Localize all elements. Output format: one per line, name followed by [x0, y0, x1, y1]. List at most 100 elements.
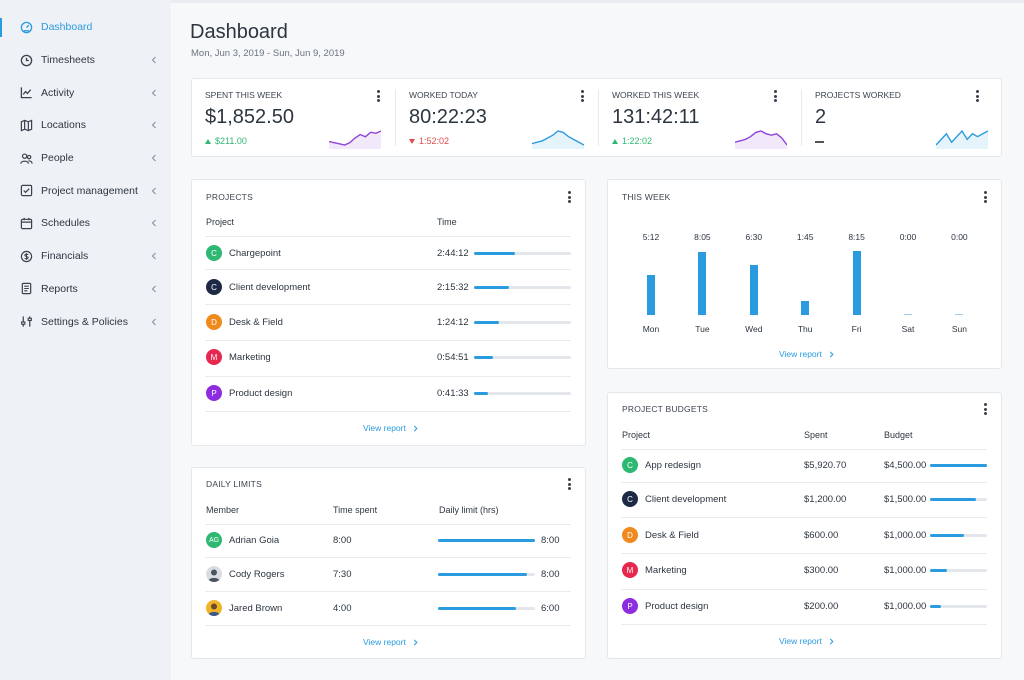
budget-value: $1,500.00: [884, 494, 927, 505]
dollar-icon: [20, 250, 33, 263]
divider: [801, 89, 802, 146]
view-report-link[interactable]: View report: [363, 423, 419, 433]
more-menu-icon[interactable]: [564, 477, 574, 491]
divider: [621, 449, 987, 450]
progress-fill: [438, 539, 535, 542]
table-row[interactable]: M Marketing: [622, 562, 687, 578]
view-report-link[interactable]: View report: [779, 636, 835, 646]
view-report-link[interactable]: View report: [779, 349, 835, 359]
more-menu-icon[interactable]: [577, 89, 587, 103]
date-range: Mon, Jun 3, 2019 - Sun, Jun 9, 2019: [191, 48, 345, 59]
table-row[interactable]: P Product design: [206, 385, 292, 401]
sidebar-item-reports[interactable]: Reports: [0, 273, 171, 306]
chevron-left-icon: [150, 252, 158, 260]
table-row[interactable]: P Product design: [622, 598, 708, 614]
sidebar-item-schedules[interactable]: Schedules: [0, 207, 171, 240]
spent-value: $1,200.00: [804, 494, 847, 505]
sidebar-item-timesheets[interactable]: Timesheets: [0, 44, 171, 77]
progress-bar: [930, 498, 987, 501]
project-name: Marketing: [645, 564, 687, 576]
divider: [205, 557, 571, 558]
card-title: THIS WEEK: [622, 192, 671, 202]
bar-category-label: Fri: [851, 324, 862, 334]
more-menu-icon[interactable]: [564, 190, 574, 204]
stat-delta-value: 1:22:02: [622, 136, 653, 146]
sidebar-item-activity[interactable]: Activity: [0, 76, 171, 109]
sidebar-item-label: Project management: [41, 184, 138, 197]
more-menu-icon[interactable]: [373, 89, 383, 103]
progress-fill: [474, 356, 494, 359]
time-spent: 4:00: [333, 603, 352, 614]
people-icon: [20, 152, 33, 165]
divider: [621, 589, 987, 590]
chevron-left-icon: [150, 89, 158, 97]
sidebar-item-label: Locations: [41, 119, 86, 132]
view-report-label: View report: [363, 637, 406, 647]
projects-card: PROJECTS Project Time C Chargepoint 2:44:…: [191, 179, 586, 446]
bar-tue: [698, 252, 707, 315]
sparkline-area: [532, 131, 584, 149]
progress-fill: [438, 573, 528, 576]
project-name: Client development: [229, 281, 311, 293]
sparkline: [329, 130, 381, 149]
progress-bar: [474, 252, 571, 255]
column-header-spent: Spent: [804, 430, 828, 440]
sidebar-item-financials[interactable]: Financials: [0, 240, 171, 273]
more-menu-icon[interactable]: [980, 190, 990, 204]
more-menu-icon[interactable]: [770, 89, 780, 103]
sliders-icon: [20, 315, 33, 328]
table-row[interactable]: Jared Brown: [206, 600, 282, 616]
table-row[interactable]: M Marketing: [206, 349, 271, 365]
bar-category-label: Mon: [642, 324, 660, 334]
bar-mon: [647, 274, 655, 315]
time-spent: 7:30: [333, 569, 352, 580]
card-title: PROJECT BUDGETS: [622, 404, 708, 414]
sidebar-item-dashboard[interactable]: Dashboard: [0, 11, 171, 44]
stat-label: WORKED TODAY: [409, 90, 478, 100]
table-row[interactable]: C App redesign: [622, 457, 701, 473]
more-menu-icon[interactable]: [980, 402, 990, 416]
divider: [621, 553, 987, 554]
project-name: App redesign: [645, 459, 701, 471]
more-menu-icon[interactable]: [972, 89, 982, 103]
stat-label: WORKED THIS WEEK: [612, 90, 700, 100]
table-row[interactable]: D Desk & Field: [622, 527, 699, 543]
project-avatar: C: [206, 279, 222, 295]
chevron-left-icon: [150, 187, 158, 195]
table-row[interactable]: Cody Rogers: [206, 566, 284, 582]
stat-value: 80:22:23: [409, 106, 487, 128]
table-row[interactable]: AG Adrian Goia: [206, 532, 279, 548]
sidebar-item-settings-policies[interactable]: Settings & Policies: [0, 305, 171, 338]
project-avatar: C: [206, 245, 222, 261]
budget-value: $1,000.00: [884, 601, 927, 612]
bar-category-label: Sun: [951, 324, 967, 334]
sidebar-item-locations[interactable]: Locations: [0, 109, 171, 142]
progress-fill: [474, 286, 509, 289]
sidebar-item-label: Dashboard: [41, 21, 93, 34]
sparkline-area: [735, 131, 787, 149]
sidebar-item-people[interactable]: People: [0, 142, 171, 175]
divider: [205, 625, 571, 626]
sidebar-item-label: Activity: [41, 86, 75, 99]
bar-sat: [904, 313, 912, 315]
table-row[interactable]: C Chargepoint: [206, 245, 281, 261]
chevron-left-icon: [150, 154, 158, 162]
divider: [205, 411, 571, 412]
table-row[interactable]: C Client development: [622, 491, 726, 507]
map-icon: [20, 119, 33, 132]
daily-limit: 6:00: [541, 603, 560, 614]
table-row[interactable]: D Desk & Field: [206, 314, 283, 330]
progress-bar: [930, 569, 987, 572]
bar-thu: [801, 301, 810, 315]
chevron-right-icon: [829, 638, 834, 644]
sidebar-item-label: Reports: [41, 282, 78, 295]
sidebar: Dashboard Timesheets Activity Locations …: [0, 0, 171, 680]
progress-fill: [930, 569, 948, 572]
sidebar-item-project-management[interactable]: Project management: [0, 174, 171, 207]
progress-fill: [438, 607, 516, 610]
clock-icon: [20, 54, 33, 67]
view-report-link[interactable]: View report: [363, 637, 419, 647]
sparkline-line: [532, 130, 584, 146]
divider: [395, 89, 396, 146]
table-row[interactable]: C Client development: [206, 279, 310, 295]
